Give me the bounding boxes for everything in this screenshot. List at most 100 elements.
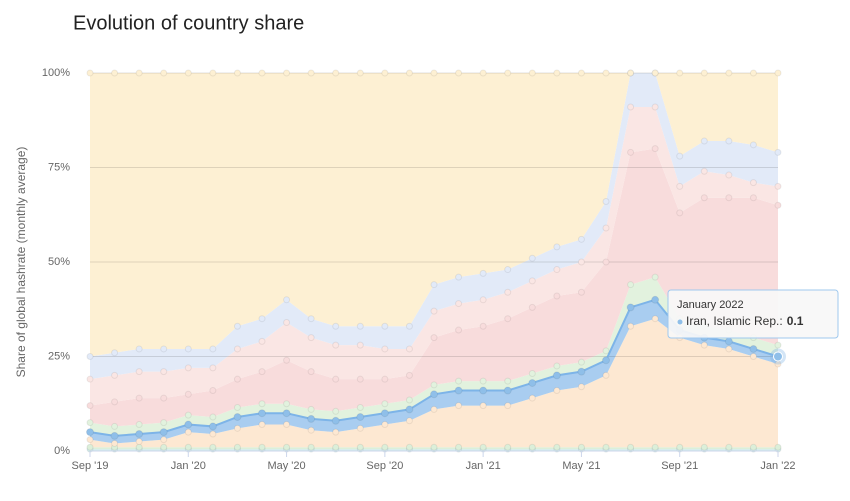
- area: [90, 148, 778, 427]
- point: [430, 69, 438, 77]
- point: [455, 69, 463, 77]
- point: [258, 69, 266, 77]
- point: [626, 303, 635, 312]
- y-axis-label: Share of global hashrate (monthly averag…: [14, 147, 28, 378]
- point: [774, 148, 782, 156]
- point: [774, 443, 782, 451]
- point: [553, 69, 561, 77]
- point: [332, 443, 340, 451]
- point: [749, 69, 757, 77]
- tooltip-dot: [677, 319, 683, 325]
- point: [86, 402, 94, 410]
- point: [135, 345, 143, 353]
- point: [552, 371, 561, 380]
- point: [577, 69, 585, 77]
- point: [430, 390, 438, 399]
- point: [356, 69, 364, 77]
- point: [381, 322, 389, 330]
- point: [503, 386, 512, 395]
- y-tick-label: 50%: [48, 256, 70, 268]
- point: [651, 145, 659, 153]
- point: [602, 356, 610, 365]
- point: [135, 429, 144, 438]
- point: [577, 443, 585, 451]
- point: [405, 322, 413, 330]
- point: [332, 428, 340, 436]
- point: [381, 375, 389, 383]
- tooltip: January 2022 Iran, Islamic Rep.: 0.1: [667, 289, 839, 339]
- y-tick-label: 0%: [54, 445, 70, 457]
- point: [627, 69, 635, 77]
- point: [307, 315, 315, 323]
- point: [381, 400, 389, 408]
- point: [504, 377, 512, 385]
- point: [111, 398, 119, 406]
- point: [332, 322, 340, 330]
- point: [528, 254, 536, 262]
- point: [504, 69, 512, 77]
- point: [86, 419, 94, 427]
- y-tick-label: 25%: [48, 350, 70, 362]
- point: [356, 443, 364, 451]
- point: [160, 436, 168, 444]
- point: [577, 235, 585, 243]
- point: [774, 69, 782, 77]
- point: [430, 307, 438, 315]
- point: [504, 315, 512, 323]
- point: [602, 258, 610, 266]
- point: [258, 421, 266, 429]
- point: [332, 69, 340, 77]
- point: [283, 421, 291, 429]
- point: [356, 424, 364, 432]
- point: [774, 182, 782, 190]
- x-tick-label: Sep '19: [72, 460, 109, 472]
- point: [332, 375, 340, 383]
- point: [208, 422, 217, 431]
- point: [258, 443, 266, 451]
- point: [86, 69, 94, 77]
- point: [479, 386, 488, 395]
- point: [405, 371, 413, 379]
- point: [233, 375, 241, 383]
- point: [528, 378, 537, 387]
- point: [258, 368, 266, 376]
- point: [135, 368, 143, 376]
- point: [749, 179, 757, 187]
- point: [283, 400, 291, 408]
- x-tick-label: Sep '21: [661, 460, 698, 472]
- point: [430, 443, 438, 451]
- point: [86, 436, 94, 444]
- point: [233, 322, 241, 330]
- point: [405, 405, 414, 414]
- point: [725, 443, 733, 451]
- point: [184, 428, 192, 436]
- point: [307, 368, 315, 376]
- point: [307, 405, 315, 413]
- point: [749, 141, 757, 149]
- point: [700, 443, 708, 451]
- point: [479, 322, 487, 330]
- point: [455, 443, 463, 451]
- point: [700, 69, 708, 77]
- tooltip-value: 0.1: [787, 314, 804, 328]
- point: [553, 443, 561, 451]
- point: [627, 103, 635, 111]
- point: [283, 318, 291, 326]
- tooltip-series: Iran, Islamic Rep.:: [686, 314, 783, 328]
- point: [430, 334, 438, 342]
- point: [331, 416, 340, 425]
- point: [160, 69, 168, 77]
- x-tick-label: Jan '20: [171, 460, 206, 472]
- point: [233, 424, 241, 432]
- point: [111, 349, 119, 357]
- point: [405, 417, 413, 425]
- point: [258, 409, 266, 418]
- point: [184, 364, 192, 372]
- point: [332, 341, 340, 349]
- point: [184, 69, 192, 77]
- point: [135, 69, 143, 77]
- point: [602, 69, 610, 77]
- point: [184, 443, 192, 451]
- point: [233, 69, 241, 77]
